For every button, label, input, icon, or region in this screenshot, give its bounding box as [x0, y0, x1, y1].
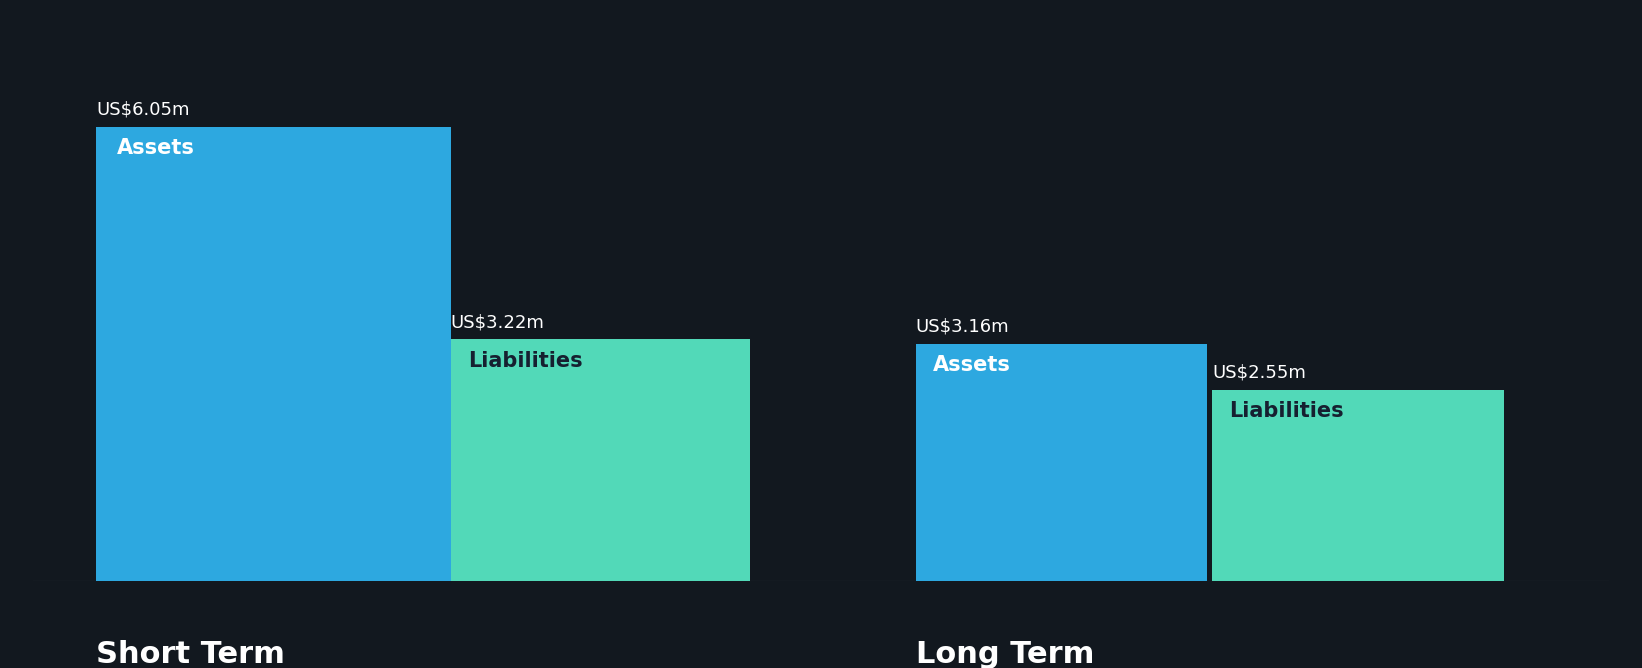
FancyBboxPatch shape: [1212, 389, 1504, 581]
Text: Short Term: Short Term: [95, 640, 284, 668]
Text: Liabilities: Liabilities: [468, 351, 583, 371]
Text: Liabilities: Liabilities: [1230, 401, 1345, 421]
Text: US$3.22m: US$3.22m: [450, 313, 545, 331]
FancyBboxPatch shape: [95, 127, 450, 581]
Text: Assets: Assets: [933, 355, 1011, 375]
Text: Assets: Assets: [117, 138, 195, 158]
Text: Long Term: Long Term: [916, 640, 1094, 668]
FancyBboxPatch shape: [450, 339, 750, 581]
Text: US$3.16m: US$3.16m: [916, 317, 1010, 335]
FancyBboxPatch shape: [916, 344, 1207, 581]
Text: US$6.05m: US$6.05m: [95, 100, 189, 118]
Text: US$2.55m: US$2.55m: [1212, 363, 1305, 381]
